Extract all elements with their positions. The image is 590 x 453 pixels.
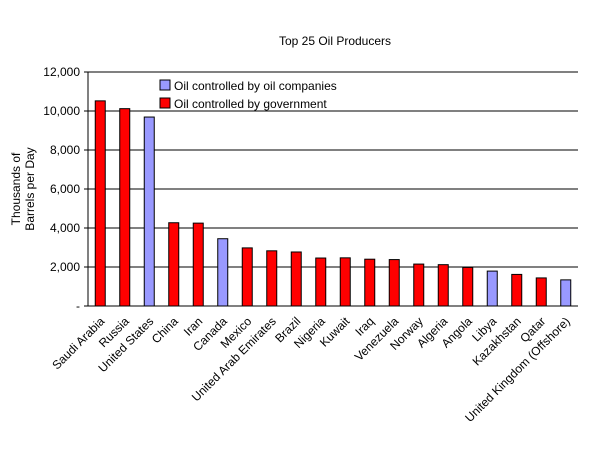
bar	[143, 116, 155, 307]
bar	[437, 264, 449, 307]
bar	[119, 108, 131, 307]
bar	[535, 277, 547, 307]
legend-swatch	[159, 79, 171, 91]
bars	[94, 100, 572, 307]
y-tick-label: 12,000	[43, 65, 80, 79]
x-tick-label: China	[149, 314, 181, 346]
y-axis-label-line-1: Thousands of	[9, 152, 23, 225]
bar	[486, 270, 498, 307]
bar	[192, 222, 204, 307]
bar	[462, 266, 474, 307]
bar	[560, 279, 572, 307]
y-tick-label: -	[76, 299, 80, 313]
y-axis-ticks: - 2,000 4,000 6,000 8,000 10,000 12,000	[43, 65, 88, 313]
bar	[290, 251, 302, 307]
bar	[168, 222, 180, 307]
chart-title: Top 25 Oil Producers	[279, 34, 391, 48]
bar	[315, 257, 327, 307]
bar	[94, 100, 106, 307]
legend-label: Oil controlled by oil companies	[174, 79, 337, 93]
axes	[87, 72, 578, 307]
y-axis-label-line-2: Barrels per Day	[23, 147, 37, 230]
bar	[266, 250, 278, 307]
bar	[413, 263, 425, 307]
y-tick-label: 6,000	[50, 182, 80, 196]
legend: Oil controlled by oil companies Oil contr…	[159, 79, 337, 111]
y-tick-label: 10,000	[43, 104, 80, 118]
y-tick-label: 8,000	[50, 143, 80, 157]
bar	[217, 238, 229, 307]
legend-swatch	[159, 97, 171, 109]
legend-label: Oil controlled by government	[174, 97, 327, 111]
bar	[241, 247, 253, 307]
bar	[364, 258, 376, 307]
bar	[339, 257, 351, 307]
y-tick-label: 4,000	[50, 221, 80, 235]
bar	[388, 259, 400, 307]
bar	[511, 273, 523, 307]
y-tick-label: 2,000	[50, 260, 80, 274]
y-axis-label: Thousands of Barrels per Day	[9, 147, 37, 230]
